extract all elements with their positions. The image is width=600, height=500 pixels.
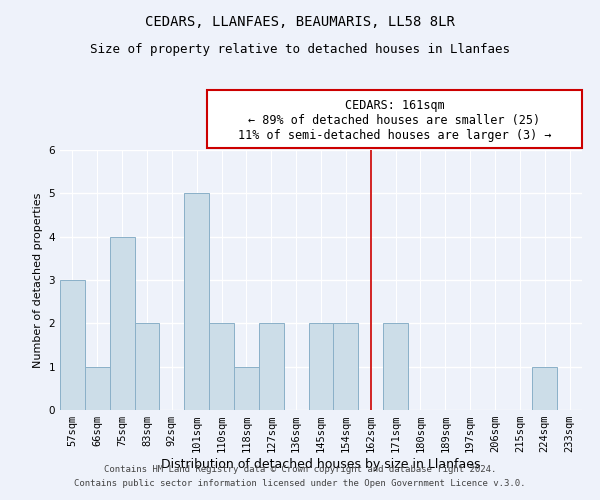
Bar [259,324,284,410]
Bar [234,366,259,410]
Text: CEDARS: 161sqm: CEDARS: 161sqm [344,99,445,112]
Bar [532,366,557,410]
Bar [383,324,408,410]
Bar [334,324,358,410]
Text: CEDARS, LLANFAES, BEAUMARIS, LL58 8LR: CEDARS, LLANFAES, BEAUMARIS, LL58 8LR [145,15,455,29]
Y-axis label: Number of detached properties: Number of detached properties [33,192,43,368]
Bar [60,280,85,410]
Text: Size of property relative to detached houses in Llanfaes: Size of property relative to detached ho… [90,42,510,56]
Bar [110,236,134,410]
Bar [134,324,160,410]
Text: Contains HM Land Registry data © Crown copyright and database right 2024.
Contai: Contains HM Land Registry data © Crown c… [74,466,526,487]
Text: ← 89% of detached houses are smaller (25): ← 89% of detached houses are smaller (25… [248,114,541,126]
X-axis label: Distribution of detached houses by size in Llanfaes: Distribution of detached houses by size … [161,458,481,471]
Text: 11% of semi-detached houses are larger (3) →: 11% of semi-detached houses are larger (… [238,129,551,142]
Bar [209,324,234,410]
Bar [184,194,209,410]
Bar [85,366,110,410]
Bar [308,324,334,410]
